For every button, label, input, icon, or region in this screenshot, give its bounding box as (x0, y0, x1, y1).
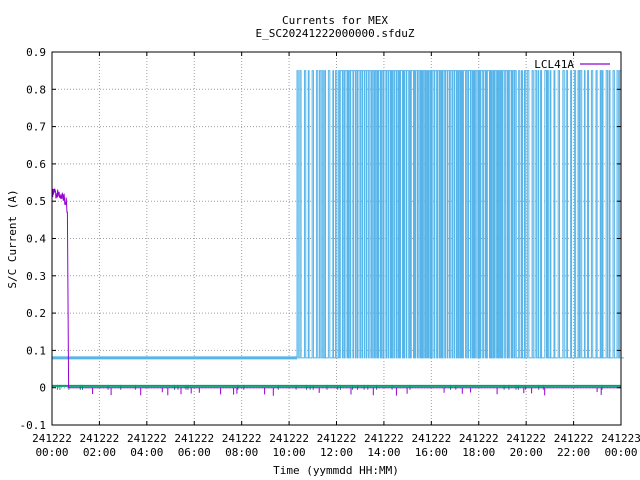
x-tick-time: 12:00 (320, 446, 353, 459)
y-tick-label: 0.4 (26, 233, 46, 246)
y-tick-label: 0.1 (26, 344, 46, 357)
x-tick-time: 14:00 (367, 446, 400, 459)
y-tick-label: 0 (39, 382, 46, 395)
series-lcl41a-line (51, 187, 621, 389)
x-tick-date: 241222 (80, 432, 120, 445)
x-tick-time: 10:00 (273, 446, 306, 459)
y-axis-label: S/C Current (A) (6, 189, 19, 288)
x-tick-time: 22:00 (557, 446, 590, 459)
x-tick-time: 16:00 (415, 446, 448, 459)
x-tick-date: 241222 (459, 432, 499, 445)
x-tick-time: 18:00 (462, 446, 495, 459)
x-tick-date: 241222 (364, 432, 404, 445)
y-tick-label: 0.7 (26, 121, 46, 134)
chart-title: Currents for MEX (282, 14, 388, 27)
legend-label-lcl41a: LCL41A (534, 58, 574, 71)
series-baseline-band (52, 356, 297, 360)
y-tick-label: 0.8 (26, 83, 46, 96)
x-tick-time: 20:00 (510, 446, 543, 459)
y-tick-label: 0.5 (26, 195, 46, 208)
x-axis: 24122200:0024122202:0024122204:002412220… (32, 52, 640, 459)
x-tick-date: 241222 (127, 432, 167, 445)
x-axis-label: Time (yymmdd HH:MM) (273, 464, 399, 477)
series-lcl41a-spikes (92, 387, 602, 396)
x-tick-time: 00:00 (604, 446, 637, 459)
x-tick-date: 241222 (506, 432, 546, 445)
x-tick-date: 241222 (554, 432, 594, 445)
x-tick-time: 00:00 (35, 446, 68, 459)
x-tick-date: 241222 (317, 432, 357, 445)
x-tick-date: 241222 (269, 432, 309, 445)
x-tick-time: 06:00 (178, 446, 211, 459)
legend: LCL41A (534, 58, 610, 71)
y-tick-label: 0.3 (26, 270, 46, 283)
y-tick-label: 0.2 (26, 307, 46, 320)
x-tick-time: 02:00 (83, 446, 116, 459)
x-tick-date: 241222 (411, 432, 451, 445)
series-area (51, 70, 624, 396)
y-tick-label: -0.1 (20, 419, 47, 432)
y-axis: -0.1 0 0.1 0.2 0.3 0.4 0.5 0.6 0.7 0.8 0.9 (20, 46, 621, 432)
series-toggling-current-line (52, 70, 624, 359)
y-tick-label: 0.9 (26, 46, 46, 59)
x-tick-date: 241223 (601, 432, 640, 445)
y-tick-label: 0.6 (26, 158, 46, 171)
x-tick-date: 241222 (32, 432, 72, 445)
x-tick-time: 08:00 (225, 446, 258, 459)
x-tick-date: 241222 (222, 432, 262, 445)
chart-subtitle: E_SC20241222000000.sfduZ (256, 27, 415, 40)
x-tick-date: 241222 (174, 432, 214, 445)
x-tick-time: 04:00 (130, 446, 163, 459)
